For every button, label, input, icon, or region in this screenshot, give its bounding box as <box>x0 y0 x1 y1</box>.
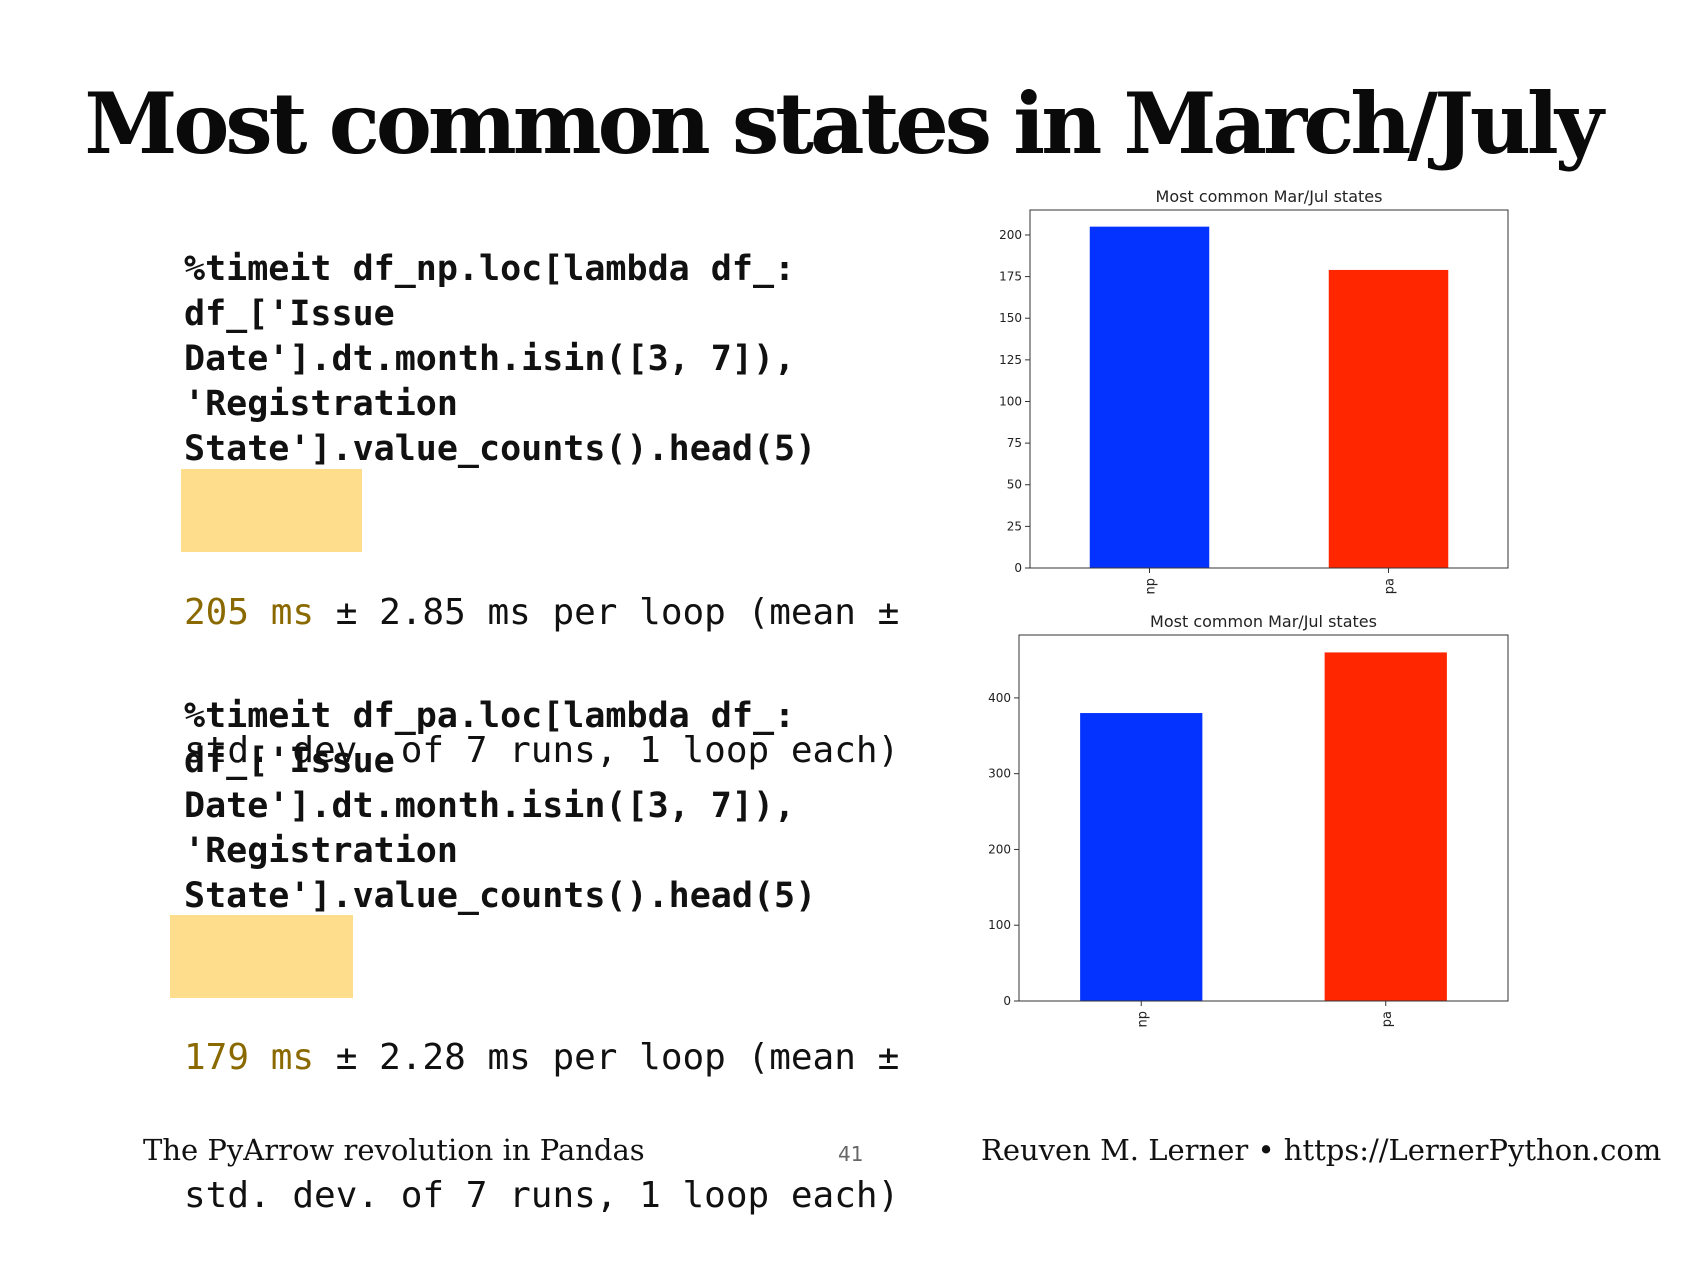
chart-bottom-svg: Most common Mar/Jul states np pa 0 100 200 300… <box>988 612 1509 1028</box>
chart-title: Most common Mar/Jul states <box>1150 612 1377 631</box>
y-tick-label: 200 <box>988 842 1011 856</box>
code-line: State'].value_counts().head(5) <box>184 429 817 469</box>
y-tick-label: 100 <box>999 394 1022 408</box>
y-tick-label: 200 <box>999 228 1022 242</box>
x-tick-label: pa <box>1380 1011 1395 1027</box>
code-line: df_['Issue <box>184 294 395 334</box>
plot-frame <box>1029 209 1509 569</box>
timing-rest: ± 2.85 ms per loop (mean ± <box>314 592 900 633</box>
timing-line2: std. dev. of 7 runs, 1 loop each) <box>184 730 900 771</box>
code-line: df_['Issue <box>184 741 395 781</box>
y-tick-label: 400 <box>988 691 1011 705</box>
chart-top-svg: Most common Mar/Jul states np pa 0 25 50 75 100… <box>999 187 1509 595</box>
code-block-np: %timeit df_np.loc[lambda df_: df_['Issue… <box>184 247 964 472</box>
code-line: 'Registration <box>184 831 458 871</box>
x-tick-label: np <box>1144 578 1159 595</box>
page-number: 41 <box>838 1142 864 1166</box>
y-tick-label: 100 <box>988 918 1011 932</box>
y-tick-label: 50 <box>1007 478 1022 492</box>
timing-result-pa: 179 ms ± 2.28 ms per loop (mean ± std. d… <box>184 943 964 1265</box>
chart-title: Most common Mar/Jul states <box>1156 187 1383 206</box>
bar-np <box>1089 226 1210 568</box>
code-line: 'Registration <box>184 384 458 424</box>
x-tick-label: np <box>1135 1011 1150 1028</box>
slide-title: Most common states in March/July <box>84 74 1603 173</box>
y-tick-label: 25 <box>1007 519 1022 533</box>
code-line: %timeit df_pa.loc[lambda df_: <box>184 696 796 736</box>
code-line: Date'].dt.month.isin([3, 7]), <box>184 786 796 826</box>
footer-right: Reuven M. Lerner • https://LernerPython.… <box>981 1133 1662 1167</box>
timing-rest: ± 2.28 ms per loop (mean ± <box>314 1037 900 1078</box>
x-tick-label: pa <box>1383 578 1398 594</box>
y-tick-label: 125 <box>999 353 1022 367</box>
y-tick-label: 300 <box>988 767 1011 781</box>
chart-top: Most common Mar/Jul states np pa 0 25 50 75 100… <box>970 180 1530 600</box>
chart-bottom: Most common Mar/Jul states np pa 0 100 200 300… <box>970 605 1530 1035</box>
code-line: %timeit df_np.loc[lambda df_: <box>184 249 796 289</box>
y-tick-label: 0 <box>1014 561 1022 575</box>
highlight-box-np <box>181 469 362 552</box>
highlight-box-pa <box>170 915 353 998</box>
timing-highlight: 179 ms <box>184 1037 315 1078</box>
timing-line2: std. dev. of 7 runs, 1 loop each) <box>184 1175 900 1216</box>
y-tick-label: 175 <box>999 270 1022 284</box>
y-tick-label: 75 <box>1007 436 1022 450</box>
footer-left: The PyArrow revolution in Pandas <box>143 1133 645 1167</box>
timing-result-np: 205 ms ± 2.85 ms per loop (mean ± std. d… <box>184 498 964 820</box>
y-tick-label: 150 <box>999 311 1022 325</box>
code-line: Date'].dt.month.isin([3, 7]), <box>184 339 796 379</box>
plot-frame <box>1018 634 1509 1002</box>
code-line: State'].value_counts().head(5) <box>184 876 817 916</box>
code-block-pa: %timeit df_pa.loc[lambda df_: df_['Issue… <box>184 694 964 919</box>
bar-pa <box>1328 269 1449 568</box>
bar-pa <box>1324 652 1447 1001</box>
bar-np <box>1080 713 1203 1001</box>
y-tick-label: 0 <box>1003 994 1011 1008</box>
timing-highlight: 205 ms <box>184 592 315 633</box>
